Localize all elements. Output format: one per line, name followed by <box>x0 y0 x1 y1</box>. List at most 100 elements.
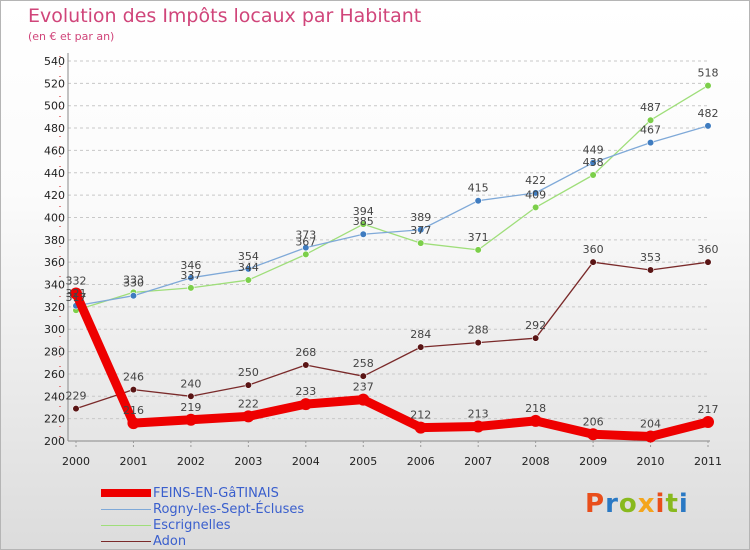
data-label: 344 <box>238 261 259 274</box>
legend-item: FEINS-EN-GâTINAIS <box>101 485 279 501</box>
data-label: 250 <box>238 366 259 379</box>
data-point <box>244 265 252 273</box>
data-label: 337 <box>180 269 201 282</box>
data-label: 346 <box>180 259 201 272</box>
data-label: 360 <box>698 243 719 256</box>
legend-swatch <box>101 524 151 526</box>
data-point <box>242 410 255 423</box>
data-point <box>474 197 482 205</box>
data-point <box>187 274 195 282</box>
proxiti-logo: Proxiti <box>585 489 689 519</box>
logo-letter: i <box>678 489 689 519</box>
data-point <box>646 266 655 274</box>
y-tick-label: 340 <box>44 279 65 292</box>
legend-swatch <box>101 489 151 497</box>
data-label: 268 <box>295 346 316 359</box>
data-point <box>129 385 138 394</box>
data-label: 377 <box>410 224 431 237</box>
logo-letter: r <box>605 489 619 519</box>
data-label: 385 <box>353 215 374 228</box>
legend-label: Escrignelles <box>153 517 231 533</box>
y-tick-label: 360 <box>44 256 65 269</box>
x-tick-label: 2002 <box>177 455 205 468</box>
data-label: 449 <box>583 144 604 157</box>
data-label: 321 <box>66 287 87 300</box>
series-line <box>75 125 709 307</box>
data-label: 487 <box>640 101 661 114</box>
data-point <box>532 189 540 197</box>
data-point <box>704 122 712 130</box>
data-label: 482 <box>698 107 719 120</box>
y-tick-label: 480 <box>44 122 65 135</box>
data-point <box>587 428 600 441</box>
x-tick-label: 2001 <box>119 455 147 468</box>
data-point <box>244 381 252 389</box>
data-point <box>417 226 425 234</box>
series-line <box>75 261 709 410</box>
data-label: 218 <box>525 402 546 415</box>
legend-label: FEINS-EN-GâTINAIS <box>153 485 279 501</box>
data-point <box>244 276 252 284</box>
data-label: 212 <box>410 409 431 422</box>
y-tick-label: 500 <box>44 100 65 113</box>
data-label: 367 <box>295 235 316 248</box>
data-label: 353 <box>640 251 661 264</box>
y-tick-label: 260 <box>44 368 65 381</box>
legend-item: Adon <box>101 533 186 549</box>
data-point <box>474 339 482 347</box>
data-point <box>417 239 425 247</box>
data-label: 204 <box>640 418 661 431</box>
logo-letter: t <box>665 489 679 519</box>
series-adon <box>72 258 712 413</box>
data-point <box>127 417 140 430</box>
data-label: 213 <box>468 407 489 420</box>
data-point <box>532 203 540 212</box>
series-escrignelles <box>72 81 712 314</box>
data-point <box>129 292 138 300</box>
data-point <box>646 138 655 147</box>
y-tick-label: 280 <box>44 346 65 359</box>
series-rogny-les-sept-cluses <box>72 122 712 310</box>
data-label: 371 <box>468 231 489 244</box>
data-point <box>359 230 367 238</box>
data-point <box>472 420 485 433</box>
x-tick-label: 2004 <box>292 455 320 468</box>
y-tick-label: 420 <box>44 189 65 202</box>
data-point <box>299 398 312 411</box>
data-label: 258 <box>353 357 374 370</box>
y-tick-label: 520 <box>44 77 65 90</box>
data-label: 518 <box>698 67 719 80</box>
chart-subtitle: (en € et par an) <box>28 30 115 43</box>
y-tick-label: 220 <box>44 413 65 426</box>
data-label: 360 <box>583 243 604 256</box>
data-point <box>302 244 310 252</box>
data-label: 233 <box>295 385 316 398</box>
y-tick-label: 320 <box>44 301 65 314</box>
data-point <box>589 159 597 167</box>
y-tick-label: 380 <box>44 234 65 247</box>
data-point <box>357 393 370 406</box>
y-tick-label: 460 <box>44 144 65 157</box>
data-label: 467 <box>640 124 661 137</box>
data-point <box>417 343 425 351</box>
data-label: 217 <box>698 403 719 416</box>
data-point <box>589 171 597 179</box>
x-tick-label: 2011 <box>694 455 722 468</box>
data-point <box>529 414 542 427</box>
series-line <box>75 84 709 311</box>
legend-label: Adon <box>153 533 187 549</box>
y-tick-label: 440 <box>44 167 65 180</box>
x-tick-label: 2009 <box>579 455 607 468</box>
data-label: 240 <box>180 377 201 390</box>
x-tick-label: 2005 <box>349 455 377 468</box>
data-label: 394 <box>353 205 374 218</box>
data-label: 332 <box>66 274 87 287</box>
legend-label: Rogny-les-Sept-Écluses <box>153 501 305 517</box>
y-tick-label: 400 <box>44 211 65 224</box>
data-point <box>302 361 310 369</box>
data-point <box>704 81 712 90</box>
data-point <box>532 334 540 342</box>
data-point <box>72 404 80 413</box>
data-label: 389 <box>410 211 431 224</box>
